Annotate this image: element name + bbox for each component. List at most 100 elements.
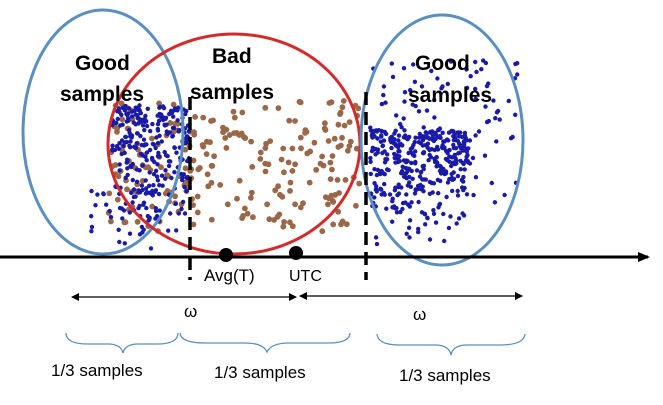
good-sample-point xyxy=(141,137,147,142)
left-partition-label: 1/3 samples xyxy=(51,361,143,380)
bad-sample-point xyxy=(355,105,362,112)
good-sample-point xyxy=(138,110,143,116)
bad-sample-point xyxy=(182,179,189,186)
good-sample-point xyxy=(144,142,149,147)
good-sample-point xyxy=(435,147,441,152)
good-sample-point xyxy=(446,130,452,135)
good-sample-point xyxy=(432,157,438,162)
good-sample-point xyxy=(130,161,135,167)
good-sample-point xyxy=(399,171,404,176)
good-sample-point xyxy=(439,145,445,150)
good-sample-point xyxy=(438,135,443,140)
good-sample-point xyxy=(117,168,122,173)
good-sample-point xyxy=(141,202,146,207)
good-sample-point xyxy=(171,114,176,119)
bad-sample-point xyxy=(329,153,336,159)
good-sample-point xyxy=(420,143,425,148)
left-good-label-line2: samples xyxy=(60,83,144,106)
good-sample-point xyxy=(374,172,380,178)
good-sample-point xyxy=(406,166,412,171)
bad-sample-point xyxy=(122,219,129,226)
good-sample-point xyxy=(412,79,418,85)
good-sample-point xyxy=(451,142,456,148)
good-sample-point xyxy=(136,116,142,121)
bad-sample-point xyxy=(307,148,314,155)
good-sample-point xyxy=(155,153,161,159)
good-sample-point xyxy=(142,127,147,133)
good-sample-point xyxy=(169,175,174,181)
good-sample-point xyxy=(140,153,145,158)
good-sample-point xyxy=(418,170,424,175)
bad-sample-point xyxy=(287,188,293,194)
good-sample-point xyxy=(155,140,161,146)
good-sample-point xyxy=(154,214,160,219)
good-sample-point xyxy=(421,163,427,168)
right-good-label-line2: samples xyxy=(408,84,492,107)
good-sample-point xyxy=(494,110,500,115)
bad-sample-point xyxy=(217,182,224,188)
good-sample-point xyxy=(182,211,188,216)
good-sample-point xyxy=(144,150,150,155)
good-sample-point xyxy=(144,119,149,124)
bad-sample-point xyxy=(192,114,199,120)
good-sample-point xyxy=(108,215,114,220)
bad-sample-point xyxy=(275,183,281,190)
bad-sample-point xyxy=(108,218,114,225)
good-sample-point xyxy=(126,106,132,111)
utc-label: UTC xyxy=(289,268,322,285)
good-sample-point xyxy=(383,131,389,137)
bad-sample-point xyxy=(231,114,238,121)
good-sample-point xyxy=(175,118,180,123)
left-omega-label: ω xyxy=(184,302,197,321)
good-sample-point xyxy=(424,131,430,136)
good-sample-point xyxy=(425,141,431,146)
good-sample-point xyxy=(397,154,402,159)
good-sample-point xyxy=(124,160,129,165)
bad-sample-point xyxy=(342,177,349,183)
bad-label-line1: Bad xyxy=(212,45,252,68)
bad-sample-point xyxy=(306,179,313,186)
good-sample-point xyxy=(368,171,373,177)
good-sample-point xyxy=(433,130,438,135)
good-sample-point xyxy=(390,199,395,204)
good-sample-points xyxy=(89,58,520,251)
good-sample-point xyxy=(166,228,171,233)
good-sample-point xyxy=(435,76,440,81)
good-sample-point xyxy=(139,142,144,148)
bad-sample-point xyxy=(286,117,293,124)
utc-point xyxy=(289,246,303,260)
good-sample-point xyxy=(398,121,403,127)
good-sample-point xyxy=(151,183,156,188)
good-sample-point xyxy=(154,174,160,179)
good-sample-point xyxy=(396,138,401,143)
good-sample-point xyxy=(405,137,410,142)
good-sample-point xyxy=(176,211,181,216)
bad-sample-point xyxy=(257,156,264,162)
good-sample-point xyxy=(147,183,152,188)
good-sample-point xyxy=(432,115,437,120)
bad-sample-point xyxy=(118,100,125,107)
good-sample-point xyxy=(427,237,433,242)
bad-sample-point xyxy=(292,161,298,168)
good-sample-point xyxy=(183,111,188,117)
good-sample-point xyxy=(168,159,173,164)
good-sample-point xyxy=(455,130,460,135)
bad-sample-point xyxy=(231,130,238,137)
good-sample-point xyxy=(442,139,447,144)
good-sample-point xyxy=(131,194,137,200)
bad-sample-point xyxy=(167,120,174,126)
good-sample-point xyxy=(506,98,511,104)
good-sample-point xyxy=(460,211,465,216)
middle-partition-label: 1/3 samples xyxy=(214,363,306,382)
good-sample-point xyxy=(129,109,135,114)
bad-sample-point xyxy=(356,180,363,187)
bad-sample-point xyxy=(276,211,283,218)
good-sample-point xyxy=(515,72,520,77)
good-sample-point xyxy=(160,183,165,188)
good-sample-point xyxy=(458,167,463,172)
good-sample-point xyxy=(374,184,379,189)
good-sample-point xyxy=(381,84,387,89)
good-sample-point xyxy=(425,215,430,220)
good-sample-point xyxy=(462,134,467,139)
good-sample-point xyxy=(180,199,186,205)
